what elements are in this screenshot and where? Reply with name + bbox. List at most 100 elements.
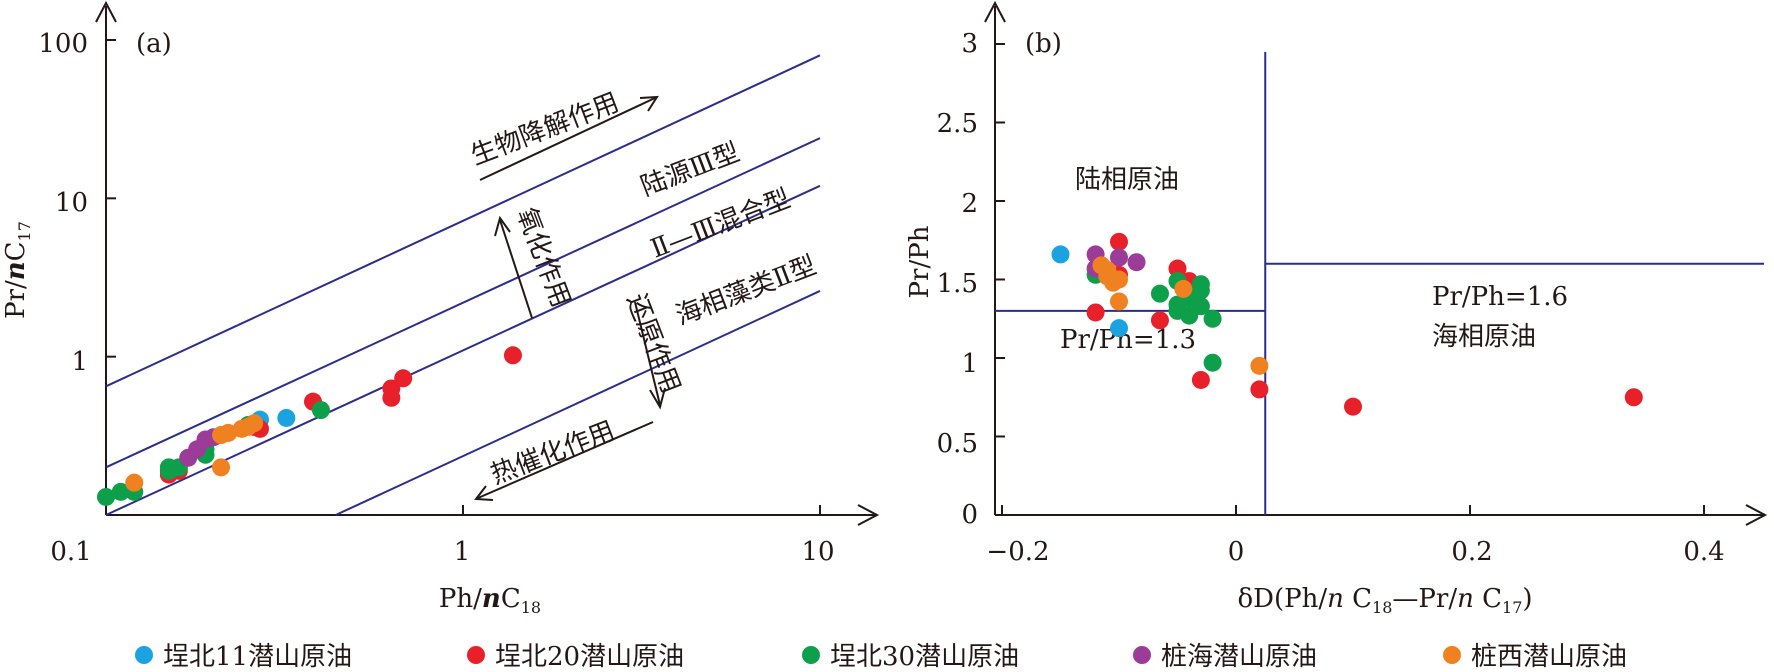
panel-a-point-zhuangxi — [212, 458, 231, 477]
annotation-mixed-type: Ⅱ—Ⅲ混合型 — [647, 184, 795, 265]
panel-b-x-tick-label: 0 — [1228, 537, 1245, 567]
panel-b-point-qb30 — [1203, 353, 1222, 372]
panel-b-point-zhuanghai — [1127, 253, 1146, 272]
annotation-terrestrial-type-iii: 陆源Ⅲ型 — [637, 138, 744, 203]
panel-b-point-qb20 — [1250, 380, 1269, 399]
panel-a-x-tick-label: 10 — [801, 537, 834, 567]
panel-b-point-qb20 — [1086, 303, 1105, 322]
legend-label: 埕北11潜山原油 — [163, 642, 352, 672]
legend-item: 埕北11潜山原油 — [135, 642, 352, 672]
arrow-biodegradation — [479, 97, 656, 181]
arrow-oxidation — [499, 219, 533, 319]
panel-a-y-tick-label: 10 — [55, 188, 88, 218]
arrow-thermal-catalysis-head — [474, 485, 494, 501]
legend-label: 桩西潜山原油 — [1471, 642, 1627, 672]
panel-b-point-qb30 — [1203, 309, 1222, 328]
panel-a-point-qb30 — [111, 482, 130, 501]
panel-b-x-tick-label: 0.2 — [1451, 537, 1492, 567]
panel-b-point-qb11 — [1051, 245, 1070, 264]
panel-a-point-qb20 — [394, 369, 413, 388]
panel-a-x-tick-label: 1 — [454, 537, 471, 567]
panel-b-y-tick-label: 0 — [961, 500, 978, 530]
panel-b-y-tick-labels: 0 0.5 1 1.5 2 2.5 3 — [937, 29, 978, 530]
panel-a-label: (a) — [136, 29, 172, 59]
panel-a-data-points — [97, 346, 522, 506]
panel-b-y-tick-label: 1.5 — [937, 269, 978, 299]
panel-b-x-tick-label: 0.4 — [1683, 537, 1724, 567]
panel-b-point-qb20 — [1110, 232, 1128, 251]
legend-marker — [1443, 646, 1461, 664]
panel-a-tick-marks — [106, 39, 821, 515]
panel-b-point-zhuangxi — [1174, 279, 1193, 298]
panel-a-axes — [95, 0, 880, 526]
panel-a-point-qb30 — [311, 401, 330, 420]
panel-b-point-zhuangxi — [1110, 270, 1128, 289]
legend-item: 桩海潜山原油 — [1133, 642, 1317, 672]
panel-b-y-axis-label: Pr/Ph — [905, 225, 935, 298]
panel-b-label: (b) — [1025, 29, 1062, 59]
panel-b-annotations: 陆相原油 海相原油 Pr/Ph=1.3 Pr/Ph=1.6 — [1060, 165, 1568, 355]
panel-a-reference-line — [105, 137, 821, 469]
panel-b-point-qb30 — [1191, 297, 1210, 316]
annotation-oxidation: 氧化作用 — [510, 204, 575, 312]
legend-marker — [467, 646, 485, 664]
panel-a-annotations: 生物降解作用 陆源Ⅲ型 Ⅱ—Ⅲ混合型 氧化作用 还原作用 海相藻类Ⅱ型 热催化作… — [467, 88, 821, 501]
panel-a-point-zhuangxi — [245, 414, 264, 433]
panel-b-x-axis-label: δD(Ph/n C18—Pr/n C17) — [1237, 584, 1532, 617]
panel-b-point-qb30 — [1191, 281, 1210, 300]
panel-b: (b) −0.2 0 0.2 0.4 0 0.5 1 1.5 2 2.5 3 δ… — [905, 0, 1768, 617]
arrow-thermal-catalysis — [477, 421, 654, 499]
arrow-oxidation-head — [494, 215, 511, 237]
legend-item: 埕北30潜山原油 — [802, 642, 1019, 672]
annotation-biodegradation: 生物降解作用 — [467, 88, 623, 172]
legend-label: 埕北30潜山原油 — [830, 642, 1019, 672]
panel-b-x-tick-label: −0.2 — [986, 537, 1049, 567]
panel-a: (a) 0.1 1 10 1 10 100 Ph/nC18 Pr/nC17 生物… — [1, 0, 880, 617]
legend-item: 埕北20潜山原油 — [467, 642, 684, 672]
legend-item: 桩西潜山原油 — [1443, 642, 1627, 672]
panel-b-point-qb11 — [1110, 319, 1128, 338]
annotation-marine-oil: 海相原油 — [1432, 322, 1536, 352]
panel-b-point-qb20 — [1191, 370, 1210, 389]
panel-a-point-qb11 — [277, 408, 296, 427]
arrow-reduction — [634, 301, 661, 406]
panel-b-tick-marks — [995, 43, 1705, 515]
panel-a-point-qb20 — [503, 346, 522, 365]
panel-a-y-tick-label: 1 — [71, 347, 88, 377]
annotation-marine-algae-type-ii: 海相藻类Ⅱ型 — [672, 251, 821, 332]
legend-marker — [802, 646, 820, 664]
panel-b-point-qb20 — [1624, 388, 1643, 407]
panel-b-point-zhuangxi — [1250, 356, 1269, 375]
legend: 埕北11潜山原油 埕北20潜山原油 埕北30潜山原油 桩海潜山原油 桩西潜山原油 — [135, 642, 1627, 672]
panel-b-point-qb30 — [1150, 284, 1169, 303]
panel-b-point-zhuangxi — [1110, 292, 1128, 311]
panel-a-point-qb20 — [382, 379, 401, 398]
panel-b-data-points — [1051, 232, 1643, 416]
panel-b-point-qb20 — [1168, 259, 1187, 278]
panel-b-point-zhuanghai — [1110, 248, 1128, 267]
panel-b-y-tick-label: 0.5 — [937, 429, 978, 459]
arrow-biodegradation-head — [639, 95, 659, 112]
panel-a-point-zhuangxi — [219, 423, 238, 442]
panel-b-point-qb20 — [1344, 397, 1362, 416]
annotation-pr-ph-1-3: Pr/Ph=1.3 — [1060, 325, 1196, 355]
panel-a-reference-line — [335, 290, 821, 516]
panel-b-point-qb20 — [1150, 311, 1169, 330]
legend-marker — [1133, 646, 1151, 664]
panel-b-y-tick-label: 2.5 — [937, 109, 978, 139]
panel-b-reference-lines — [995, 51, 1764, 515]
panel-a-point-zhuangxi — [125, 473, 144, 492]
panel-a-y-tick-label: 100 — [38, 29, 88, 59]
panel-a-y-axis-label: Pr/nC17 — [1, 221, 34, 319]
panel-a-x-tick-labels: 0.1 1 10 — [50, 537, 834, 567]
annotation-pr-ph-1-6: Pr/Ph=1.6 — [1432, 282, 1568, 312]
panel-b-x-tick-labels: −0.2 0 0.2 0.4 — [986, 537, 1724, 567]
legend-label: 埕北20潜山原油 — [495, 642, 684, 672]
panel-b-y-tick-label: 2 — [961, 189, 978, 219]
panel-b-axes — [984, 0, 1768, 526]
legend-marker — [135, 646, 153, 664]
panel-b-y-tick-label: 1 — [961, 349, 978, 379]
legend-label: 桩海潜山原油 — [1161, 642, 1317, 672]
annotation-terrestrial-oil: 陆相原油 — [1075, 165, 1179, 195]
annotation-thermal-catalysis: 热催化作用 — [487, 416, 619, 491]
